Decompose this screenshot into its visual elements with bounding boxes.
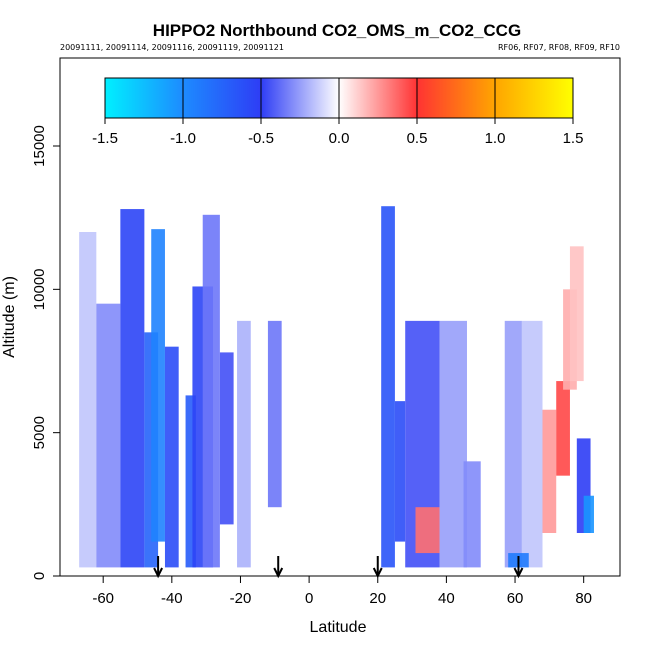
arrow-head	[372, 567, 383, 579]
colorbar-tick-label: 1.0	[485, 130, 506, 147]
profile-cell	[237, 320, 251, 568]
x-tick-label: 80	[575, 590, 592, 607]
plot-frame	[59, 57, 621, 577]
y-tick-label: 0	[31, 572, 48, 580]
flight-arrows	[153, 556, 524, 579]
x-axis: -60 -40 -20 0 20 40 60 80	[92, 576, 592, 607]
profile-cell	[556, 381, 570, 476]
profile-cell	[151, 229, 165, 542]
profile-cell	[463, 461, 481, 568]
y-tick-label: 5000	[31, 416, 48, 449]
x-tick-label: 20	[369, 590, 386, 607]
y-tick-label: 15000	[31, 125, 48, 167]
profile-cell	[185, 395, 196, 568]
profile-cell	[521, 320, 543, 568]
profile-cell	[381, 206, 395, 568]
profile-cell	[164, 346, 179, 568]
colorbar-tick-label: -1.0	[170, 130, 196, 147]
profile-cell	[542, 409, 557, 533]
arrow-head	[513, 567, 524, 579]
x-tick-label: 60	[507, 590, 524, 607]
x-axis-label: Latitude	[310, 619, 367, 636]
y-axis-label: Altitude (m)	[1, 276, 18, 358]
profile-cell	[267, 320, 282, 508]
x-tick-label: 0	[305, 590, 313, 607]
profile-cell	[569, 246, 584, 382]
colorbar: -1.5 -1.0 -0.5 0.0 0.5 1.0 1.5	[92, 77, 584, 147]
colorbar-tick-label: -0.5	[248, 130, 274, 147]
profile-cell	[394, 401, 406, 542]
y-axis: 0 5000 10000 15000	[31, 125, 60, 580]
heatmap-cells	[79, 206, 594, 568]
profile-cell	[79, 232, 97, 568]
profile-cell	[504, 320, 522, 568]
profile-cell	[202, 214, 220, 568]
profile-cell	[219, 352, 234, 525]
colorbar-tick-label: 0.0	[329, 130, 350, 147]
x-tick-label: -20	[230, 590, 252, 607]
profile-cell	[120, 209, 145, 568]
profile-cell	[583, 495, 594, 533]
profile-cell	[415, 507, 440, 554]
chart-title: HIPPO2 Northbound CO2_OMS_m_CO2_CCG	[153, 21, 521, 40]
profile-cell	[439, 320, 467, 568]
colorbar-tick-label: 1.5	[563, 130, 584, 147]
x-tick-label: -40	[161, 590, 183, 607]
y-tick-label: 10000	[31, 268, 48, 310]
x-tick-label: -60	[92, 590, 114, 607]
chart-subtitle-dates: 20091111, 20091114, 20091116, 20091119, …	[60, 43, 284, 52]
arrow-head	[273, 567, 284, 579]
profile-cell	[96, 303, 121, 568]
colorbar-tick-label: -1.5	[92, 130, 118, 147]
colorbar-tick-label: 0.5	[407, 130, 428, 147]
arrow-head	[153, 567, 163, 579]
chart-subtitle-flights: RF06, RF07, RF08, RF09, RF10	[498, 43, 620, 52]
x-tick-label: 40	[438, 590, 455, 607]
